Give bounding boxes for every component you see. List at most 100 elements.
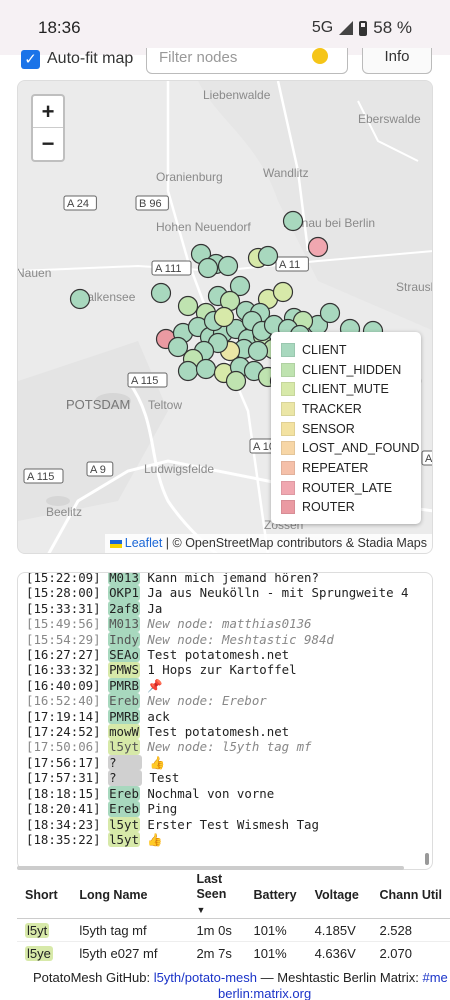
battery-percent: 58 % bbox=[373, 18, 412, 37]
column-long-name[interactable]: Long Name bbox=[71, 872, 189, 919]
node-marker[interactable] bbox=[177, 295, 199, 317]
matrix-link-continued[interactable]: berlin:matrix.org bbox=[218, 986, 312, 1000]
node-marker[interactable] bbox=[167, 336, 189, 358]
message-sender-badge[interactable]: mowW bbox=[108, 724, 140, 740]
message-time: [16:52:40] bbox=[26, 693, 101, 709]
node-marker[interactable] bbox=[272, 281, 294, 303]
message-text: 📌 bbox=[147, 677, 163, 693]
message-time: [18:18:15] bbox=[26, 785, 101, 801]
message-sender-badge[interactable]: ? bbox=[108, 754, 143, 771]
node-marker[interactable] bbox=[229, 275, 251, 297]
message-sender-badge[interactable]: ? bbox=[108, 770, 143, 786]
node-marker[interactable] bbox=[225, 370, 247, 392]
message-sender-badge[interactable]: OKP1 bbox=[108, 585, 140, 601]
message-text: Ja aus Neukölln - mit Sprungweite 4 bbox=[147, 585, 409, 601]
legend-label: TRACKER bbox=[302, 401, 362, 416]
road-shield: A 115 bbox=[127, 372, 168, 388]
message-sender-badge[interactable]: Ereb bbox=[108, 693, 140, 709]
column-channel-util[interactable]: Chann Util bbox=[371, 872, 450, 919]
message-sender-badge[interactable]: Indy bbox=[108, 631, 140, 648]
table-row[interactable]: l5yt l5yth tag mf 1m 0s 101% 4.185V 2.528 bbox=[17, 918, 450, 942]
message-text: New node: matthias0136 bbox=[147, 616, 312, 632]
legend-item: CLIENT_MUTE bbox=[281, 379, 421, 399]
cell-channel-util: 2.070 bbox=[371, 941, 450, 965]
message-sender-badge[interactable]: Ereb bbox=[108, 801, 140, 817]
node-marker[interactable] bbox=[257, 245, 279, 267]
footer-middle: — Meshtastic Berlin Matrix: bbox=[260, 970, 419, 985]
node-marker[interactable] bbox=[69, 288, 91, 310]
leaflet-link[interactable]: Leaflet bbox=[124, 536, 163, 550]
controls-row: ✓ Auto-fit map Filter nodes Info bbox=[0, 48, 450, 78]
node-marker[interactable] bbox=[247, 340, 269, 362]
footer-prefix: PotatoMesh GitHub: bbox=[33, 970, 151, 985]
message-sender-badge[interactable]: l5yt bbox=[108, 816, 140, 832]
map-legend: CLIENT CLIENT_HIDDEN CLIENT_MUTE TRACKER SEN… bbox=[271, 332, 421, 524]
zoom-in-button[interactable]: + bbox=[33, 96, 63, 128]
zoom-control: + − bbox=[31, 94, 65, 162]
map[interactable]: Liebenwalde Eberswalde Oranienburg Wandlitz… bbox=[17, 80, 433, 554]
node-marker[interactable] bbox=[197, 257, 219, 279]
message-sender-badge[interactable]: l5yt bbox=[108, 739, 140, 755]
node-marker[interactable] bbox=[217, 255, 239, 277]
column-battery[interactable]: Battery bbox=[245, 872, 307, 919]
message-time: [18:20:41] bbox=[26, 801, 101, 817]
place-label: Falkensee bbox=[80, 290, 136, 304]
chat-message: [18:34:23] l5yt Erster Test Wismesh Tag bbox=[26, 816, 424, 832]
message-sender-badge[interactable]: M013 bbox=[108, 572, 140, 586]
message-sender-badge[interactable]: PMWS bbox=[108, 662, 140, 678]
message-sender-badge[interactable]: PMRB bbox=[108, 677, 140, 694]
road-shield: A 10 bbox=[421, 450, 432, 466]
zoom-out-button[interactable]: − bbox=[41, 131, 55, 156]
cell-short: l5yt bbox=[17, 918, 72, 942]
message-time: [18:34:23] bbox=[26, 816, 101, 832]
message-time: [17:57:31] bbox=[26, 770, 101, 786]
svg-text:B 96: B 96 bbox=[139, 198, 162, 210]
message-time: [15:33:31] bbox=[26, 600, 101, 616]
legend-item: TRACKER bbox=[281, 399, 421, 419]
node-marker[interactable] bbox=[177, 360, 199, 382]
message-text: 👍 bbox=[147, 831, 163, 847]
message-time: [15:49:56] bbox=[26, 616, 101, 632]
column-last-seen[interactable]: Last Seen ▼ bbox=[188, 872, 246, 919]
node-marker[interactable] bbox=[307, 236, 329, 258]
node-marker[interactable] bbox=[195, 358, 217, 380]
legend-label: REPEATER bbox=[302, 460, 369, 475]
message-sender-badge[interactable]: l5yt bbox=[108, 831, 140, 848]
place-label: Nauen bbox=[18, 266, 51, 280]
cell-last-seen: 1m 0s bbox=[188, 918, 246, 942]
footer-line: PotatoMesh GitHub: l5yth/potato-mesh — M… bbox=[33, 970, 448, 985]
node-marker[interactable] bbox=[282, 210, 304, 232]
node-marker[interactable] bbox=[213, 306, 235, 328]
info-button[interactable]: Info bbox=[362, 48, 432, 74]
node-marker[interactable] bbox=[150, 282, 172, 304]
chat-horizontal-scrollbar[interactable] bbox=[17, 866, 404, 870]
message-sender-badge[interactable]: SEAo bbox=[108, 647, 140, 663]
short-name-badge: l5ye bbox=[25, 945, 53, 961]
legend-label: CLIENT bbox=[302, 342, 347, 357]
map-attribution: Leaflet | © OpenStreetMap contributors &… bbox=[104, 534, 432, 553]
chat-log[interactable]: [15:22:09] M013 Kann mich jemand hören?[… bbox=[17, 572, 433, 870]
message-time: [16:40:09] bbox=[26, 677, 101, 693]
message-sender-badge[interactable]: Ereb bbox=[108, 785, 140, 802]
footer: PotatoMesh GitHub: l5yth/potato-mesh — M… bbox=[0, 962, 450, 1000]
column-voltage[interactable]: Voltage bbox=[306, 872, 372, 919]
chat-message: [15:28:00] OKP1 Ja aus Neukölln - mit Sp… bbox=[26, 585, 424, 601]
autofit-checkbox[interactable]: ✓ bbox=[21, 50, 40, 69]
theme-toggle-button[interactable] bbox=[305, 48, 335, 68]
legend-item: REPEATER bbox=[281, 458, 421, 478]
node-marker[interactable] bbox=[319, 302, 341, 324]
message-text: Test potatomesh.net bbox=[147, 647, 290, 663]
chat-scrollbar[interactable] bbox=[425, 853, 429, 865]
legend-label: LOST_AND_FOUND bbox=[302, 441, 420, 456]
message-text: 👍 bbox=[149, 754, 165, 770]
chat-message: [16:40:09] PMRB 📌 bbox=[26, 677, 424, 694]
message-sender-badge[interactable]: 2af8 bbox=[108, 600, 140, 617]
message-sender-badge[interactable]: PMRB bbox=[108, 708, 140, 725]
message-sender-badge[interactable]: M013 bbox=[108, 616, 140, 632]
road-shield: B 96 bbox=[135, 195, 169, 211]
matrix-link[interactable]: #me bbox=[422, 970, 448, 985]
road-shield: A 9 bbox=[86, 461, 114, 477]
github-repo-link[interactable]: l5yth/potato-mesh bbox=[153, 970, 258, 985]
legend-item: ROUTER_LATE bbox=[281, 478, 421, 498]
column-short[interactable]: Short bbox=[17, 872, 72, 919]
